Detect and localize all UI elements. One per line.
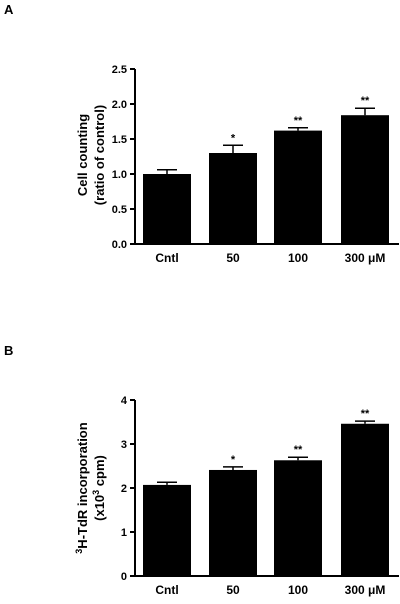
error-bar <box>355 420 375 424</box>
error-bar <box>157 169 177 174</box>
panel-b-axes <box>134 400 399 577</box>
y-tick-label: 3 <box>121 439 127 451</box>
significance-marker: ** <box>294 444 303 456</box>
y-tick-label: 4 <box>121 395 128 407</box>
bar <box>274 130 322 244</box>
y-tick-label: 2.0 <box>112 99 127 111</box>
category-label: 300 μM <box>345 251 386 265</box>
panel-b-ylabel2-pre: (x10 <box>92 495 107 521</box>
bar <box>341 115 389 244</box>
panel-a-ylabel-line2: (ratio of control) <box>92 105 107 205</box>
panel-a: A Cell counting (ratio of control) 0.00.… <box>4 2 399 265</box>
panel-a-axes <box>134 69 399 245</box>
panel-b-ylabel-line2: (x103 cpm) <box>91 455 107 521</box>
bar <box>209 153 257 244</box>
y-tick-label: 1.0 <box>112 169 127 181</box>
y-tick-label: 2.5 <box>112 64 127 76</box>
category-label: Cntl <box>155 583 178 597</box>
bar <box>341 423 389 576</box>
category-label: 50 <box>226 583 240 597</box>
significance-marker: ** <box>361 95 370 107</box>
significance-marker: ** <box>294 115 303 127</box>
category-label: 50 <box>226 251 240 265</box>
error-bar <box>355 107 375 116</box>
error-bar <box>157 481 177 485</box>
panel-b-categories: Cntl 50 100 300 μM <box>155 583 385 597</box>
error-bar <box>223 144 243 153</box>
y-tick-label: 1 <box>121 527 127 539</box>
bar <box>143 484 191 576</box>
category-label: 100 <box>288 583 308 597</box>
category-label: Cntl <box>155 251 178 265</box>
error-bar <box>288 127 308 131</box>
significance-marker: * <box>231 132 236 144</box>
panel-b-ylabel2-sup: 3 <box>91 490 101 495</box>
bar <box>143 174 191 244</box>
bar <box>209 469 257 576</box>
panel-a-y-ticks: 0.0 0.5 1.0 1.5 2.0 2.5 <box>112 64 135 251</box>
panel-b-ylabel-sup: 3 <box>74 549 84 554</box>
panel-b-letter: B <box>4 343 13 358</box>
panel-b-y-ticks: 0 1 2 3 4 <box>121 395 135 583</box>
panel-a-bars: ***** <box>143 95 389 244</box>
panel-b-ylabel-main: H-TdR incorporation <box>75 422 90 548</box>
significance-marker: * <box>231 454 236 466</box>
panel-b-ylabel2-post: cpm) <box>92 455 107 490</box>
panel-b-bars: ***** <box>143 408 389 576</box>
error-bar <box>223 466 243 470</box>
panel-b-ylabel-line1: 3H-TdR incorporation <box>74 422 90 553</box>
y-tick-label: 2 <box>121 483 127 495</box>
panel-b: B 3H-TdR incorporation (x103 cpm) 01234 … <box>4 343 399 597</box>
panel-a-categories: Cntl 50 100 300 μM <box>155 251 385 265</box>
panel-a-ylabel-line1: Cell counting <box>75 114 90 196</box>
significance-marker: ** <box>361 408 370 420</box>
panel-a-letter: A <box>4 2 14 17</box>
category-label: 300 μM <box>345 583 386 597</box>
error-bar <box>288 456 308 461</box>
category-label: 100 <box>288 251 308 265</box>
y-tick-label: 0.5 <box>112 204 127 216</box>
y-tick-label: 0.0 <box>112 239 127 251</box>
bar <box>274 460 322 576</box>
y-tick-label: 1.5 <box>112 134 127 146</box>
y-tick-label: 0 <box>121 571 127 583</box>
